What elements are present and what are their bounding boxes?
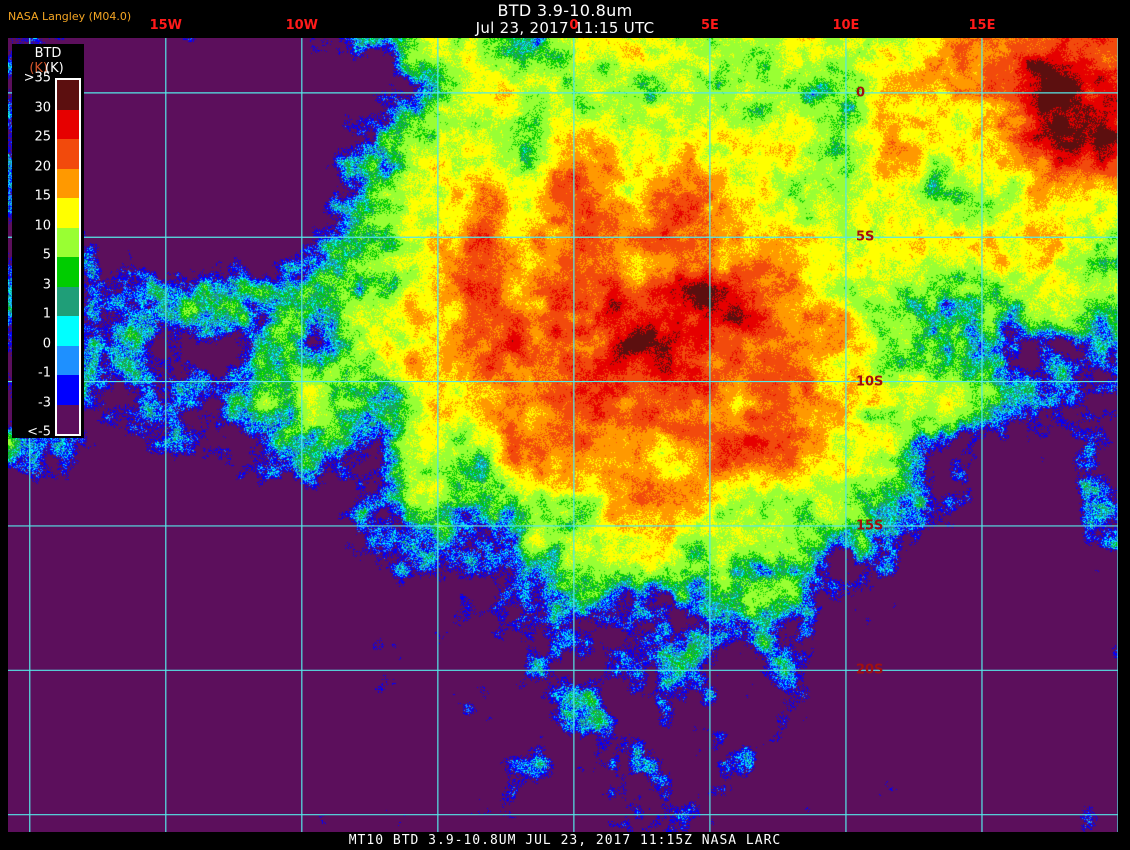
colorbar-segment-9: [57, 345, 79, 375]
colorbar-tick-11: -3: [38, 395, 51, 410]
colorbar-tick-12: <-5: [27, 424, 51, 440]
lat-tick-5s: 5S: [855, 229, 875, 245]
colorbar-segment-7: [57, 286, 79, 316]
colorbar-tick-7: 3: [42, 277, 51, 292]
lon-tick-15e: 15E: [968, 18, 996, 33]
brand-label: NASA Langley (M04.0): [8, 10, 132, 23]
lon-tick-0: 0: [569, 18, 579, 33]
lat-tick-0: 0: [855, 85, 865, 101]
colorbar-segment-2: [57, 139, 79, 169]
legend-unit-white: (K): [45, 61, 64, 76]
colorbar-segment-6: [57, 257, 79, 287]
colorbar-legend: BTD (K)(K) >35 30 25 20 15 10 5 3 1 0 -1 -3 <-5: [12, 44, 84, 440]
colorbar-segment-10: [57, 375, 79, 405]
colorbar-tick-8: 1: [42, 306, 51, 322]
lat-tick-15s: 15S: [855, 518, 884, 534]
lat-tick-20s: 20S: [855, 662, 884, 678]
legend-unit-red: (K): [29, 61, 48, 76]
page-subtitle-timestamp: Jul 23, 2017 11:15 UTC: [475, 19, 655, 37]
lon-tick-10e: 10E: [832, 18, 860, 33]
colorbar-tick-0: >35: [23, 70, 51, 86]
colorbar-segment-5: [57, 227, 79, 257]
colorbar-segment-3: [57, 168, 79, 198]
colorbar-tick-9: 0: [42, 336, 51, 351]
legend-unit: (K)(K): [12, 61, 84, 76]
colorbar-tick-1: 30: [34, 100, 51, 115]
colorbar-segment-1: [57, 109, 79, 139]
colorbar-segment-0: [57, 80, 79, 110]
colorbar-segment-8: [57, 316, 79, 346]
lat-lon-grid-overlay: [8, 38, 1118, 832]
colorbar-segment-11: [57, 404, 79, 434]
lat-tick-10s: 10S: [855, 374, 884, 390]
colorbar-tick-4: 15: [34, 188, 51, 204]
lon-tick-15w: 15W: [149, 18, 182, 33]
colorbar-tick-10: -1: [38, 365, 51, 381]
colorbar-tick-6: 5: [42, 247, 51, 263]
colorbar-swatches: [55, 78, 81, 436]
btd-heatmap-canvas: [8, 38, 1118, 832]
colorbar-tick-5: 10: [34, 218, 51, 233]
colorbar-segment-4: [57, 198, 79, 228]
colorbar-tick-2: 25: [34, 129, 51, 145]
legend-title: BTD: [34, 46, 62, 61]
footer-caption: MT10 BTD 3.9-10.8UM JUL 23, 2017 11:15Z …: [348, 833, 782, 848]
page-title: BTD 3.9-10.8um: [497, 1, 633, 20]
colorbar-tick-3: 20: [34, 159, 51, 174]
lon-tick-10w: 10W: [285, 18, 319, 33]
lon-tick-5e: 5E: [700, 18, 719, 33]
